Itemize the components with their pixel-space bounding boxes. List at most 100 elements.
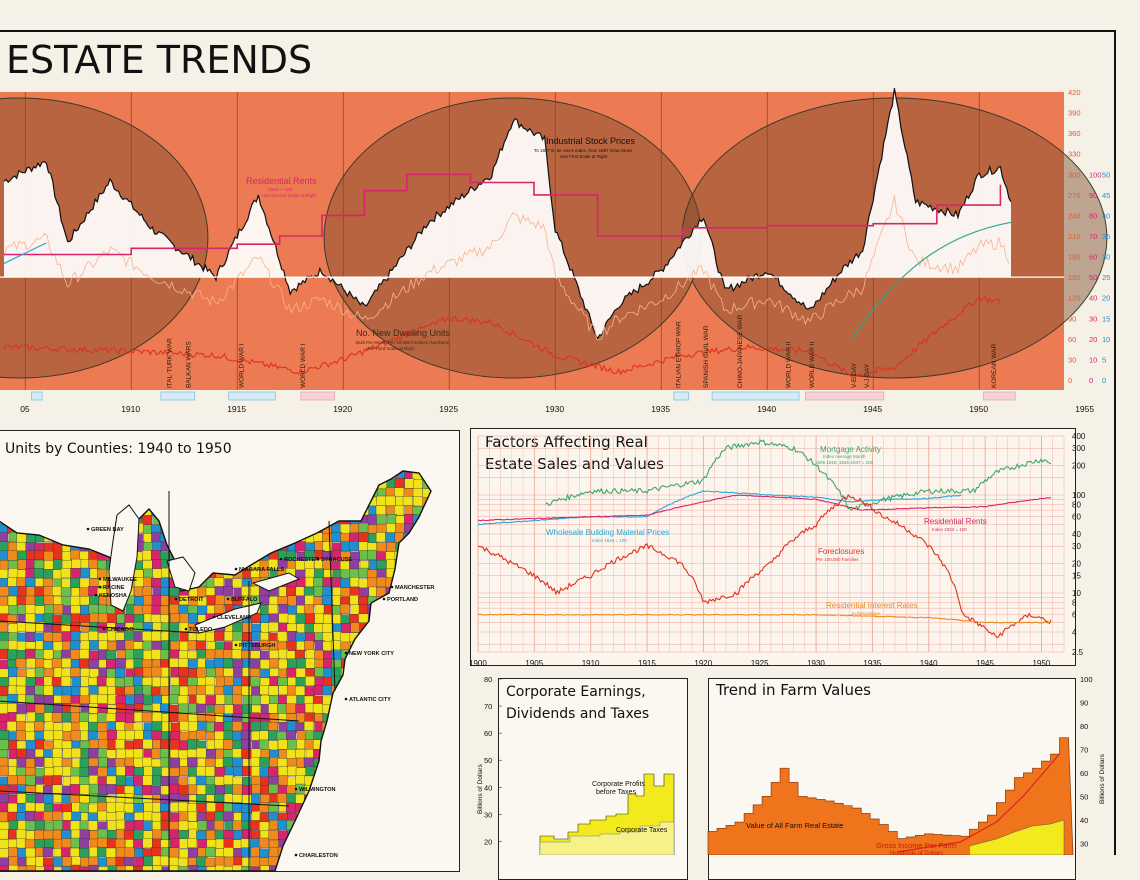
county <box>358 704 368 715</box>
county <box>196 784 207 795</box>
county <box>133 830 144 841</box>
county <box>268 830 279 841</box>
county <box>169 533 180 544</box>
county <box>296 595 307 606</box>
county <box>377 622 388 633</box>
county <box>403 793 414 804</box>
county <box>295 819 306 830</box>
county <box>277 471 288 480</box>
county <box>80 515 91 526</box>
county <box>430 856 431 867</box>
county <box>215 594 226 605</box>
county <box>269 847 280 858</box>
county <box>269 695 279 706</box>
city-label: KENOSHA <box>99 593 127 599</box>
county <box>394 694 405 704</box>
county <box>402 767 413 778</box>
county <box>432 803 442 813</box>
county <box>331 792 342 803</box>
county <box>313 506 324 517</box>
county <box>358 613 369 624</box>
county <box>0 497 8 508</box>
county <box>160 477 171 488</box>
county <box>367 577 378 588</box>
county <box>159 686 170 697</box>
county <box>43 730 54 741</box>
county <box>367 757 378 768</box>
factors-x-tick: 1925 <box>751 659 769 668</box>
county <box>52 532 63 543</box>
county <box>350 820 361 831</box>
county <box>350 659 361 670</box>
county <box>125 488 136 498</box>
county <box>43 775 53 786</box>
farm-y-tick: 90 <box>1080 698 1088 707</box>
county <box>88 659 99 670</box>
county <box>384 730 395 741</box>
county <box>395 658 406 669</box>
county <box>16 838 27 849</box>
event-label: ITALIAN ETHIOP WAR <box>675 321 682 388</box>
label-industrial-stock-note2: Use First Scale at Right <box>560 154 608 159</box>
county <box>151 604 162 615</box>
county <box>60 676 71 687</box>
county <box>71 686 82 696</box>
county <box>386 676 397 687</box>
county <box>123 830 134 840</box>
county <box>197 720 208 731</box>
county <box>412 542 423 553</box>
county <box>196 856 207 867</box>
event-label: WORLD WAR II <box>809 341 816 388</box>
county <box>241 461 251 470</box>
county <box>223 685 234 696</box>
county <box>251 515 262 526</box>
county <box>178 820 189 831</box>
county <box>368 712 379 723</box>
county <box>340 749 351 760</box>
county <box>232 622 243 633</box>
county <box>331 496 342 506</box>
county <box>96 676 107 687</box>
factors-y-tick: 15 <box>1072 572 1081 581</box>
county <box>170 640 181 651</box>
county <box>286 721 297 732</box>
county <box>359 740 370 751</box>
county <box>358 471 369 479</box>
county <box>250 658 261 669</box>
county <box>332 487 343 498</box>
county <box>359 802 370 813</box>
event-bar <box>805 391 885 401</box>
county <box>259 595 270 605</box>
county <box>197 820 208 831</box>
county <box>61 694 72 705</box>
county <box>143 730 154 741</box>
county <box>97 828 108 839</box>
county <box>34 523 45 534</box>
county <box>250 756 261 767</box>
county <box>349 848 360 859</box>
county <box>0 749 9 760</box>
county <box>304 497 315 508</box>
county <box>25 731 36 742</box>
county <box>34 586 45 597</box>
county <box>386 857 397 868</box>
county <box>133 605 144 616</box>
county <box>268 613 279 624</box>
county <box>268 685 279 696</box>
county <box>330 775 341 786</box>
page-title: ESTATE TRENDS <box>6 38 313 82</box>
county <box>61 533 72 544</box>
county <box>8 568 19 579</box>
county <box>222 560 233 571</box>
county <box>44 497 55 508</box>
county <box>178 531 189 542</box>
county <box>99 461 109 471</box>
county <box>324 461 334 470</box>
county <box>223 811 234 822</box>
county <box>322 623 333 634</box>
county <box>268 784 279 795</box>
county <box>259 757 270 768</box>
county <box>187 757 198 768</box>
county <box>169 712 180 723</box>
county <box>187 838 198 848</box>
